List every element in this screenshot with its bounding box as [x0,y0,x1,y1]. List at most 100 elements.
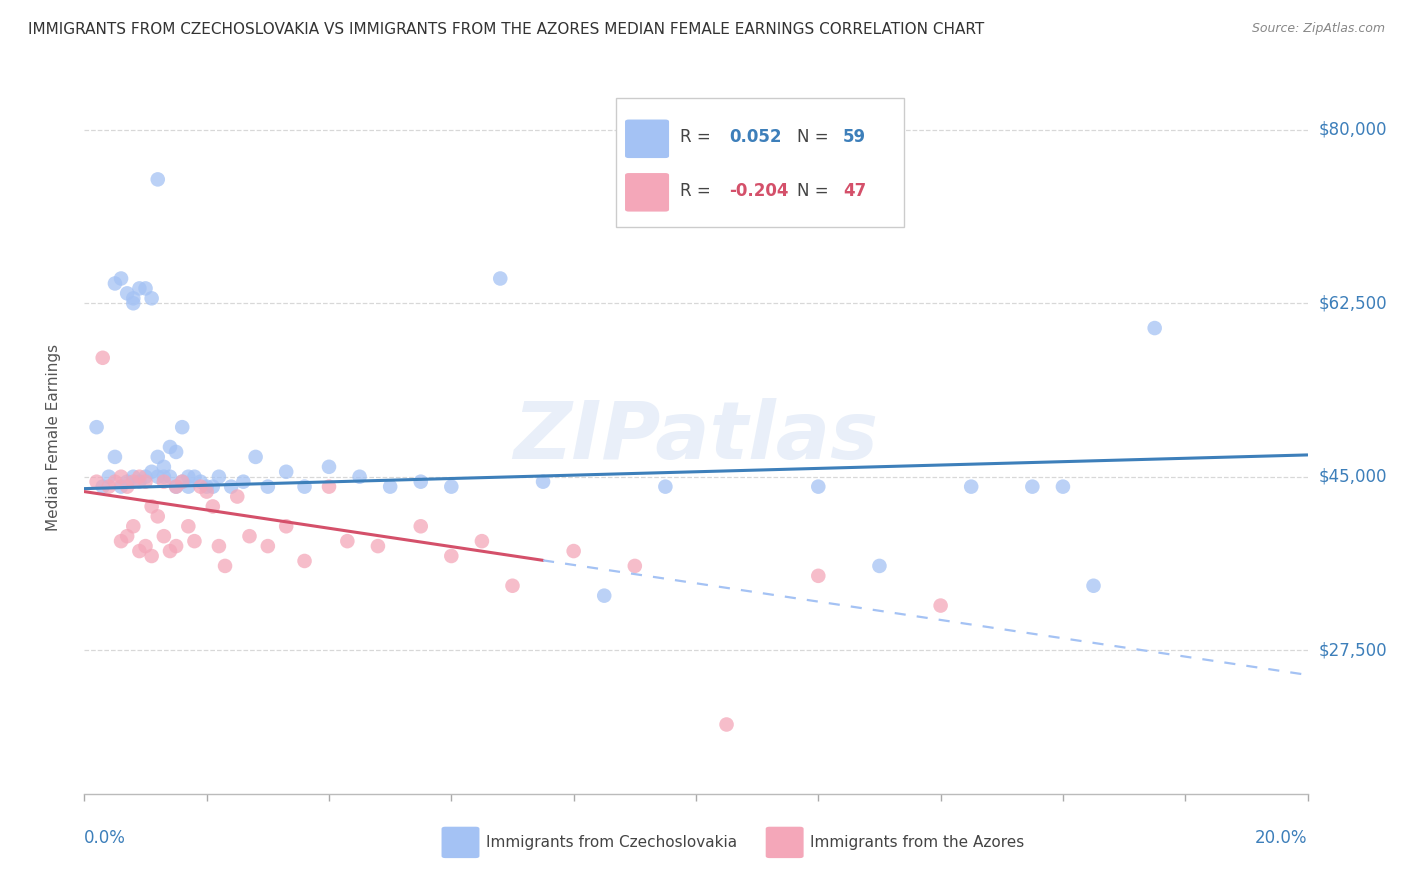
Point [104,450,127,464]
Point [257,539,280,553]
Point [110,534,132,549]
Point [869,558,891,573]
Y-axis label: Median Female Earnings: Median Female Earnings [46,343,60,531]
Point [135,475,157,489]
Point [1083,579,1105,593]
Point [219,480,242,494]
Point [128,544,150,558]
Point [86,420,108,434]
Point [172,475,194,489]
Point [1143,321,1166,335]
Point [141,549,163,563]
Point [86,475,108,489]
Text: Immigrants from Czechoslovakia: Immigrants from Czechoslovakia [485,835,737,850]
Point [201,500,224,514]
Point [141,291,163,305]
Text: Source: ZipAtlas.com: Source: ZipAtlas.com [1251,22,1385,36]
Point [122,475,145,489]
Point [146,509,169,524]
Point [195,484,218,499]
Text: -0.204: -0.204 [728,182,789,200]
Point [159,544,181,558]
Point [367,539,389,553]
Point [502,579,524,593]
Point [716,717,738,731]
Point [177,519,200,533]
Point [807,480,830,494]
Point [110,271,132,285]
Point [440,480,463,494]
Text: N =: N = [797,128,834,146]
Text: R =: R = [681,128,716,146]
Point [336,534,359,549]
Text: 59: 59 [842,128,866,146]
Point [747,172,769,186]
Point [110,480,132,494]
Point [349,469,371,483]
Point [122,519,145,533]
Point [146,469,169,483]
Point [104,475,127,489]
Point [380,480,402,494]
Point [654,480,676,494]
Text: N =: N = [797,182,834,200]
Point [257,480,280,494]
Point [195,480,218,494]
Point [115,475,138,489]
Point [104,277,127,291]
Point [208,469,231,483]
Point [190,475,212,489]
Point [128,475,150,489]
Point [146,450,169,464]
Text: Immigrants from the Azores: Immigrants from the Azores [810,835,1024,850]
Point [214,558,236,573]
Point [146,172,169,186]
Point [245,450,267,464]
FancyBboxPatch shape [626,120,669,158]
Point [318,459,340,474]
Text: ZIPatlas: ZIPatlas [513,398,879,476]
Point [183,534,205,549]
Point [97,469,120,483]
Point [122,469,145,483]
Point [201,480,224,494]
Point [593,589,616,603]
Point [409,519,432,533]
Text: $27,500: $27,500 [1319,641,1388,659]
Point [172,420,194,434]
Point [409,475,432,489]
Point [489,271,512,285]
FancyBboxPatch shape [441,827,479,858]
Point [276,519,298,533]
Point [135,539,157,553]
Point [172,475,194,489]
Text: $80,000: $80,000 [1319,120,1388,139]
Point [960,480,983,494]
Point [1021,480,1043,494]
Point [153,475,176,489]
Point [177,469,200,483]
Point [91,480,114,494]
Point [135,469,157,483]
Point [159,440,181,454]
Text: $45,000: $45,000 [1319,467,1388,486]
Point [91,351,114,365]
Point [294,480,316,494]
Point [208,539,231,553]
Point [177,480,200,494]
Point [232,475,254,489]
Point [440,549,463,563]
Text: 0.0%: 0.0% [84,829,127,847]
Point [294,554,316,568]
Point [153,469,176,483]
Point [122,291,145,305]
Point [141,500,163,514]
Text: R =: R = [681,182,716,200]
Point [624,558,647,573]
Point [110,469,132,483]
FancyBboxPatch shape [766,827,804,858]
Text: 47: 47 [842,182,866,200]
Point [153,459,176,474]
Point [226,490,249,504]
FancyBboxPatch shape [626,173,669,211]
